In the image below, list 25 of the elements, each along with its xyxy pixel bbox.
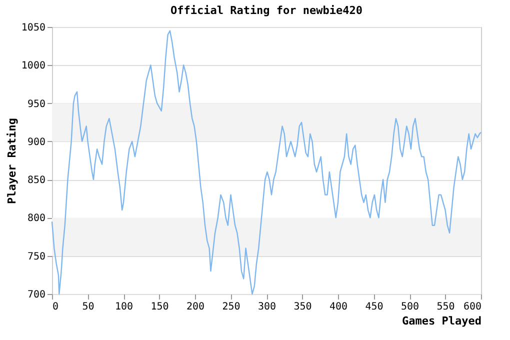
- y-tick-label: 950: [27, 98, 46, 110]
- x-tick-label: 200: [186, 302, 205, 312]
- y-tick-label: 1000: [21, 60, 46, 72]
- x-tick-label: 300: [258, 302, 276, 312]
- x-tick-label: 100: [114, 302, 134, 312]
- y-tick-label: 1050: [21, 22, 46, 34]
- y-tick-label: 800: [27, 213, 46, 224]
- x-tick-label: 500: [400, 302, 420, 312]
- x-tick-label: 450: [365, 302, 384, 312]
- y-tick-label: 900: [27, 136, 46, 148]
- y-tick-label: 850: [27, 175, 46, 186]
- x-tick-label: 150: [150, 302, 169, 312]
- x-tick-label: 0: [52, 302, 59, 312]
- x-tick-label: 600: [463, 302, 482, 312]
- x-tick-label: 50: [82, 302, 94, 312]
- x-tick-label: 550: [436, 302, 455, 312]
- x-axis-title: Games Played: [402, 314, 482, 328]
- x-tick-label: 350: [294, 302, 312, 312]
- y-tick-label: 750: [27, 251, 46, 262]
- line-series: [51, 30, 482, 295]
- x-tick-label: 400: [329, 302, 348, 312]
- chart-title: Official Rating for newbie420: [170, 4, 363, 17]
- y-tick-label: 700: [27, 290, 46, 300]
- x-tick-label: 250: [222, 302, 240, 312]
- y-axis-title: Player Rating: [5, 118, 18, 204]
